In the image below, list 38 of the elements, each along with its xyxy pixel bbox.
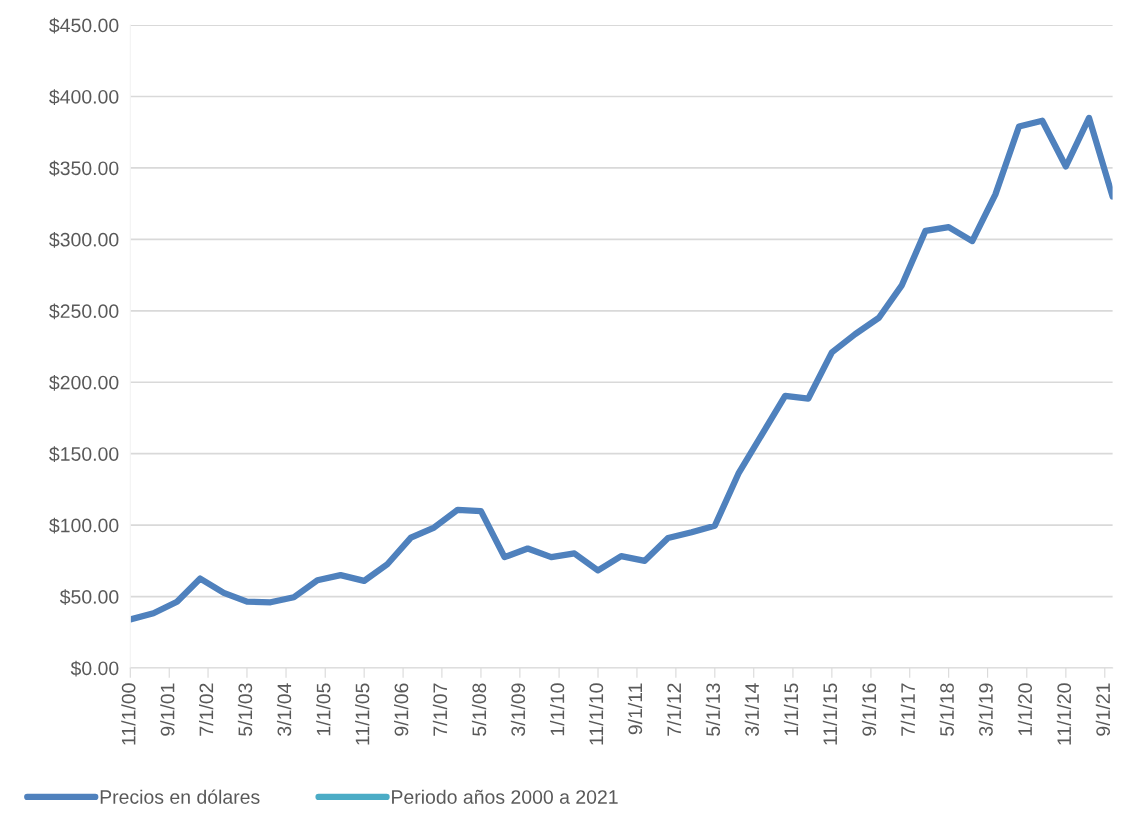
x-tick-label: 9/1/11	[627, 683, 643, 735]
x-tick-label: 11/1/10	[588, 683, 604, 745]
y-tick-label: $50.00	[59, 589, 119, 605]
x-tick-label: 7/1/02	[198, 683, 214, 736]
x-tick-label: 7/1/17	[900, 683, 915, 736]
x-tick-label: 3/1/09	[510, 683, 526, 736]
x-tick-label: 5/1/18	[939, 683, 954, 736]
y-tick-label: $200.00	[49, 374, 119, 391]
x-tick-label: 9/1/01	[160, 683, 175, 736]
x-tick-label: 7/1/07	[432, 683, 448, 736]
x-tick-label: 3/1/04	[276, 683, 292, 736]
x-tick-label: 5/1/03	[237, 683, 253, 736]
x-tick-label: 5/1/08	[471, 683, 487, 736]
x-tick-label: 11/1/00	[121, 683, 136, 745]
x-tick-label: 1/1/15	[783, 683, 799, 736]
x-tick-label: 5/1/13	[705, 683, 721, 736]
x-tick-label: 3/1/14	[744, 683, 759, 736]
y-tick-label: $350.00	[49, 160, 119, 177]
legend-label: Periodo años 2000 a 2021	[392, 789, 618, 804]
x-tick-label: 1/1/10	[550, 683, 565, 736]
x-tick-label: 11/1/05	[355, 683, 370, 745]
x-tick-label: 11/1/20	[1056, 683, 1072, 745]
x-tick-label: 1/1/05	[316, 683, 331, 736]
x-tick-label: 7/1/12	[666, 683, 682, 736]
y-tick-label: $400.00	[49, 89, 119, 105]
legend-label: Precios en dólares	[100, 789, 260, 804]
x-tick-label: 9/1/06	[394, 683, 409, 736]
y-tick-label: $250.00	[49, 303, 119, 320]
x-tick-label: 3/1/19	[978, 683, 993, 736]
y-tick-label: $450.00	[49, 17, 119, 34]
y-tick-label: $100.00	[49, 517, 119, 534]
x-tick-label: 9/1/21	[1095, 683, 1111, 736]
x-tick-label: 9/1/16	[861, 683, 877, 736]
y-tick-label: $300.00	[49, 232, 119, 248]
y-tick-label: $150.00	[49, 446, 119, 463]
x-tick-label: 11/1/15	[822, 683, 838, 745]
y-tick-label: $0.00	[70, 660, 119, 677]
x-tick-label: 1/1/20	[1017, 683, 1033, 736]
